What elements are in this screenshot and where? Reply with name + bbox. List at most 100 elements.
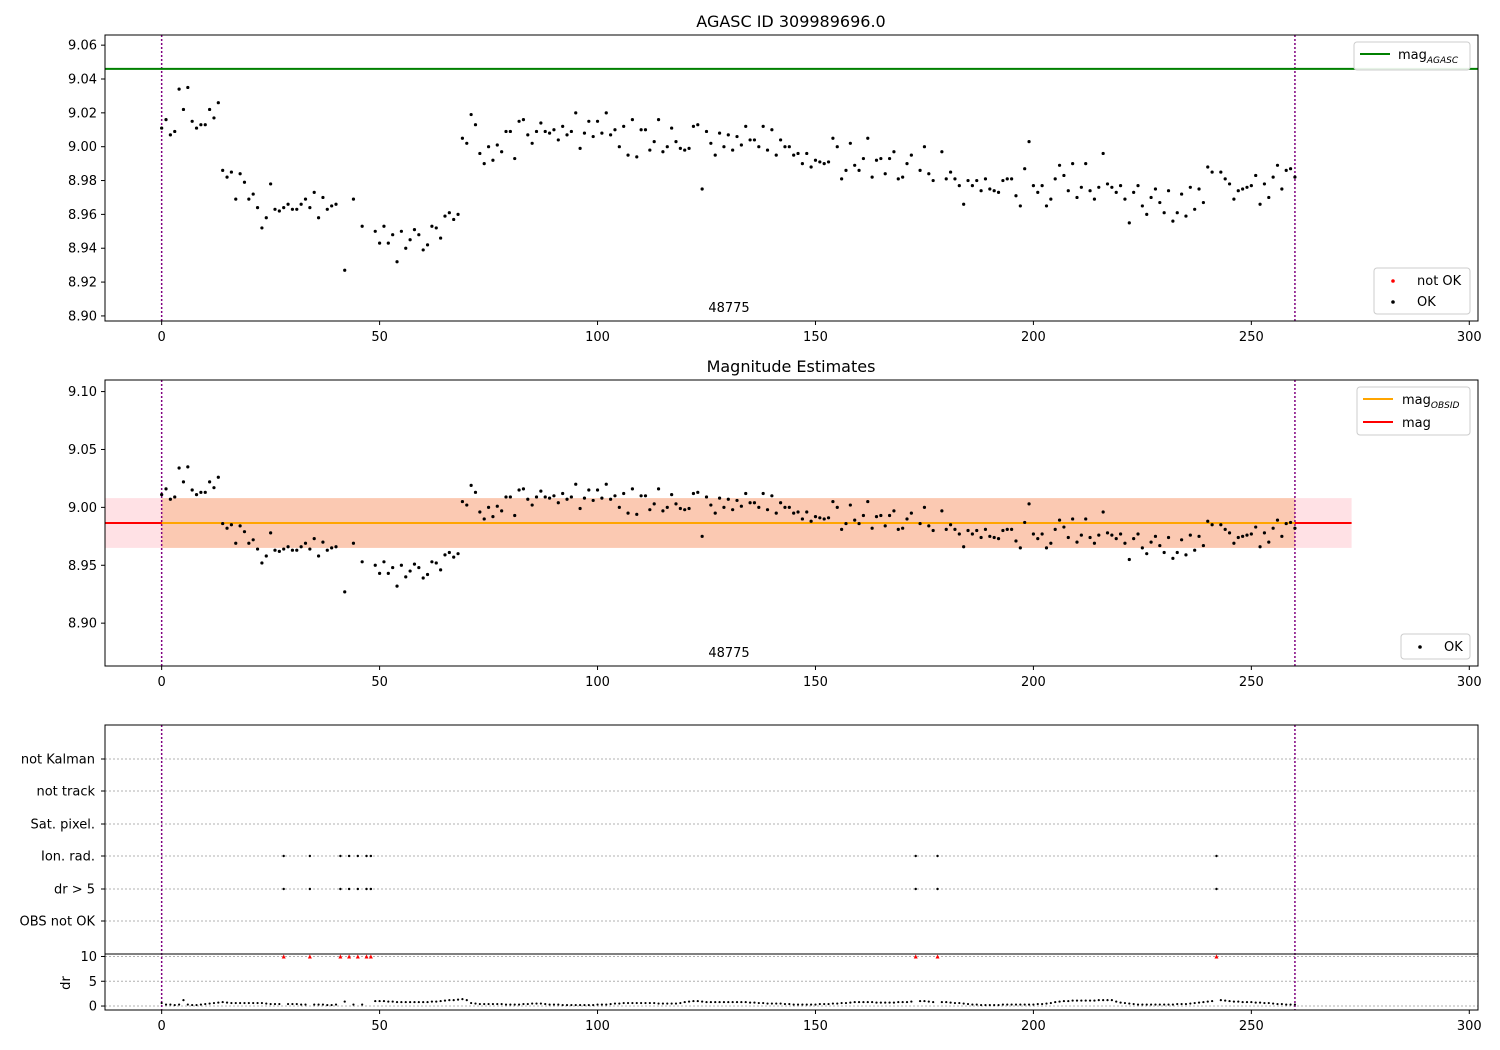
data-point <box>439 568 443 572</box>
data-point <box>748 138 752 142</box>
data-point <box>408 569 412 573</box>
data-point <box>962 202 966 206</box>
data-point <box>299 202 303 206</box>
dr-point <box>509 1003 512 1006</box>
dr-point <box>1193 1001 1196 1005</box>
dr-point <box>247 1001 250 1005</box>
data-point <box>1219 170 1223 174</box>
data-point <box>874 158 879 162</box>
data-point <box>1001 528 1005 533</box>
data-point <box>247 197 251 201</box>
dr-point <box>810 1003 813 1006</box>
data-point <box>295 207 299 211</box>
data-point <box>635 512 639 516</box>
data-point <box>683 148 687 152</box>
dr-point <box>718 1000 721 1004</box>
data-point <box>578 146 582 150</box>
dr-point <box>565 1003 569 1007</box>
data-point <box>1136 184 1140 188</box>
dr-point <box>374 999 377 1003</box>
data-point <box>1280 187 1284 191</box>
data-point <box>565 497 569 501</box>
data-point <box>922 145 927 149</box>
dr-point <box>1276 1002 1279 1006</box>
dr-point <box>962 1002 965 1005</box>
dr-point <box>609 1002 612 1006</box>
dr-point <box>256 1001 259 1005</box>
dr-point <box>260 1001 264 1005</box>
dr-point <box>701 1000 704 1003</box>
data-point <box>613 494 617 498</box>
dr-point <box>552 1003 556 1006</box>
dr-point <box>496 1002 499 1006</box>
data-point <box>800 517 804 521</box>
dr-clipped-marker <box>364 954 369 959</box>
dr-point <box>984 1003 987 1007</box>
data-point <box>1049 197 1053 201</box>
data-point <box>731 508 735 512</box>
dr-point <box>544 1002 547 1006</box>
legend-label: magAGASC <box>1398 48 1459 66</box>
data-point <box>1149 195 1153 200</box>
data-point <box>447 211 451 215</box>
flag-point <box>347 854 351 858</box>
data-point <box>208 480 212 484</box>
data-point <box>1175 550 1179 555</box>
dr-point <box>792 1003 795 1006</box>
data-point <box>957 532 961 536</box>
data-point <box>1145 552 1149 556</box>
y-tick-label: 8.90 <box>68 309 97 324</box>
data-point <box>439 236 443 240</box>
data-point <box>1136 532 1140 536</box>
flag-point <box>914 887 917 891</box>
data-point <box>277 549 281 553</box>
data-point <box>582 131 587 135</box>
data-point <box>826 160 831 164</box>
data-point <box>1127 557 1131 562</box>
data-point <box>1044 546 1049 550</box>
x-tick-label: 0 <box>158 330 166 345</box>
data-point <box>334 545 338 549</box>
dr-point <box>1202 1000 1205 1004</box>
data-point <box>1145 212 1149 216</box>
dr-point <box>1171 1003 1174 1006</box>
data-point <box>517 488 521 492</box>
data-point <box>996 190 1001 194</box>
data-point <box>1066 189 1070 193</box>
data-point <box>391 565 395 570</box>
dr-point <box>1158 1003 1161 1006</box>
flag-label: not track <box>36 785 95 800</box>
dr-point <box>378 999 381 1003</box>
data-point <box>1018 546 1022 550</box>
dr-point <box>1254 1001 1257 1004</box>
y-tick-label: 8.94 <box>68 242 97 257</box>
x-tick-label: 250 <box>1239 1019 1264 1034</box>
data-point <box>491 515 495 519</box>
data-point <box>883 524 887 528</box>
dr-point <box>674 1002 678 1005</box>
data-point <box>813 515 818 519</box>
flag-point <box>914 854 917 858</box>
data-point <box>1271 526 1275 530</box>
data-point <box>604 111 608 115</box>
dr-point <box>265 1002 268 1005</box>
dr-point <box>993 1003 996 1007</box>
dr-point <box>849 1001 852 1004</box>
dr-point <box>892 1001 896 1004</box>
data-point <box>927 524 931 528</box>
data-point <box>1118 184 1123 188</box>
data-point <box>1267 195 1271 200</box>
data-point <box>173 495 177 499</box>
dr-point <box>422 1000 425 1004</box>
data-point <box>901 175 905 179</box>
dr-point <box>317 1003 320 1006</box>
data-point <box>1123 197 1127 201</box>
dr-point <box>910 1000 913 1003</box>
dr-point <box>1093 999 1096 1002</box>
panel-magnitude-estimates: 0 50 100 150 200 250 300 8.90 8.95 9.00 9.05 9.10 M… <box>68 357 1482 690</box>
dr-point <box>1180 1002 1183 1006</box>
dr-point <box>1132 1002 1135 1006</box>
dr-point <box>670 1002 673 1005</box>
dr-point <box>788 1002 791 1006</box>
data-point <box>622 124 626 128</box>
